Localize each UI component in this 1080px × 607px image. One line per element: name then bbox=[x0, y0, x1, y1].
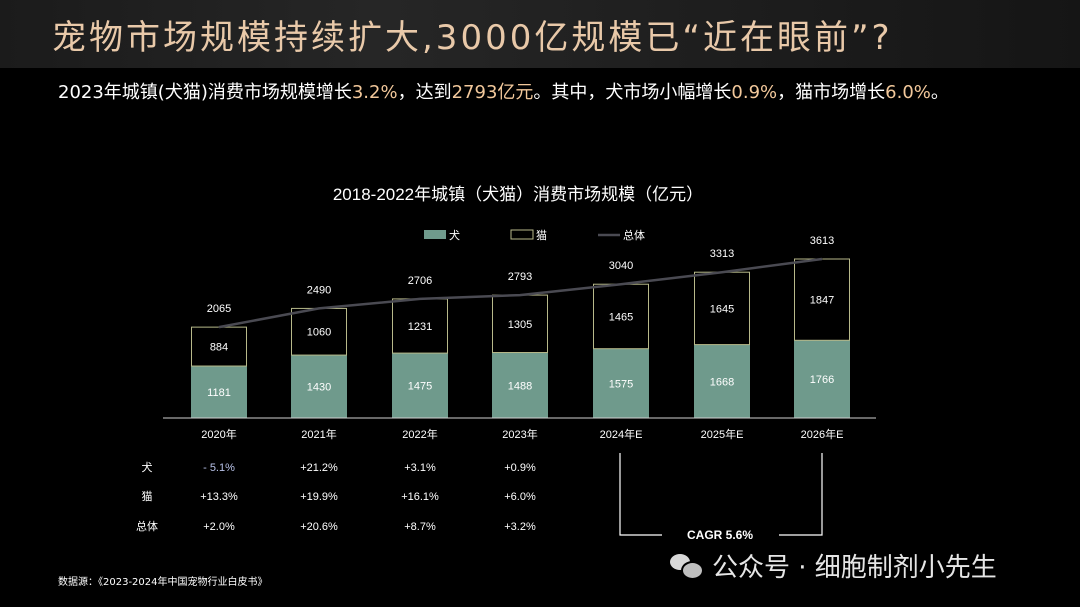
data-label-cat: 884 bbox=[210, 342, 228, 354]
growth-cell: +21.2% bbox=[300, 462, 338, 474]
chart-title: 2018-2022年城镇（犬猫）消费市场规模（亿元） bbox=[333, 185, 703, 204]
cagr-label: CAGR 5.6% bbox=[687, 528, 753, 542]
bar-dog bbox=[191, 366, 247, 418]
data-label-cat: 1305 bbox=[508, 319, 532, 331]
cagr-bracket: CAGR 5.6% bbox=[619, 453, 823, 542]
total-point bbox=[419, 298, 421, 300]
growth-cell: - 5.1% bbox=[203, 462, 235, 474]
legend-label-dog: 犬 bbox=[449, 228, 460, 242]
data-label-total: 2490 bbox=[307, 284, 331, 296]
data-label-dog: 1475 bbox=[408, 381, 432, 393]
total-line-series: 2065 2490 2706 2793 3040 3313 3613 bbox=[207, 235, 834, 329]
growth-cell: +16.1% bbox=[401, 491, 439, 503]
data-label-total: 2706 bbox=[408, 275, 432, 287]
title-bar: 宠物市场规模持续扩大,3000亿规模已“近在眼前”? bbox=[0, 0, 1080, 68]
chart-legend: 犬 猫 总体 bbox=[424, 228, 645, 242]
growth-cell: +2.0% bbox=[203, 521, 235, 533]
data-label-total: 2793 bbox=[508, 271, 532, 283]
summary-market-size: 2793亿元 bbox=[451, 82, 534, 103]
watermark-text: 公众号 · 细胞制剂小先生 bbox=[712, 552, 997, 583]
bar-dog bbox=[492, 352, 548, 418]
summary-part-2: ，达到 bbox=[397, 82, 452, 103]
summary-total-growth: 3.2% bbox=[351, 82, 398, 103]
growth-row-label: 猫 bbox=[142, 490, 153, 503]
x-tick-labels: 2020年 2021年 2022年 2023年 2024年E 2025年E 2026年E bbox=[201, 427, 843, 441]
data-label-cat: 1847 bbox=[810, 295, 834, 307]
growth-cell: +13.3% bbox=[200, 491, 238, 503]
bar-series: 1181 884 1430 1060 1475 1231 1488 1305 1575 1465 1… bbox=[191, 258, 850, 418]
growth-cell: +6.0% bbox=[504, 491, 536, 503]
legend-label-total: 总体 bbox=[623, 228, 645, 242]
data-label-total: 3613 bbox=[810, 235, 834, 247]
bar-cat bbox=[492, 294, 548, 354]
source-note: 数据源：《2023-2024年中国宠物行业白皮书》 bbox=[58, 577, 268, 588]
growth-table: 犬 - 5.1% +21.2% +3.1% +0.9% 猫 +13.3% +19.9% +16.… bbox=[136, 460, 536, 533]
data-label-cat: 1231 bbox=[408, 321, 432, 333]
data-label-dog: 1668 bbox=[710, 376, 734, 388]
data-label-cat: 1060 bbox=[307, 327, 331, 339]
data-label-cat: 1465 bbox=[609, 311, 633, 323]
growth-cell: +8.7% bbox=[404, 521, 436, 533]
x-tick-label: 2023年 bbox=[502, 427, 537, 441]
wechat-icon bbox=[670, 552, 704, 580]
total-point bbox=[721, 271, 723, 273]
total-point bbox=[218, 326, 220, 328]
growth-cell: +3.2% bbox=[504, 521, 536, 533]
growth-row-label: 总体 bbox=[136, 519, 158, 533]
bar-dog bbox=[794, 340, 850, 418]
bar-cat bbox=[392, 298, 448, 354]
summary-part-4: ，猫市场增长 bbox=[777, 82, 886, 103]
x-tick-label: 2025年E bbox=[701, 427, 744, 441]
cagr-bracket-left bbox=[619, 453, 662, 536]
watermark: 公众号 · 细胞制剂小先生 bbox=[670, 548, 997, 583]
x-tick-label: 2022年 bbox=[402, 427, 437, 441]
cagr-bracket-right bbox=[779, 453, 823, 536]
bar-dog bbox=[593, 348, 649, 418]
growth-cell: +20.6% bbox=[300, 521, 338, 533]
data-label-dog: 1488 bbox=[508, 380, 532, 392]
page-title: 宠物市场规模持续扩大,3000亿规模已“近在眼前”? bbox=[52, 18, 893, 58]
data-label-dog: 1766 bbox=[810, 374, 834, 386]
legend-swatch-cat bbox=[510, 229, 534, 240]
total-point bbox=[318, 307, 320, 309]
data-label-dog: 1430 bbox=[307, 382, 331, 394]
bar-cat bbox=[794, 258, 850, 341]
data-label-cat: 1645 bbox=[710, 303, 734, 315]
growth-row-label: 犬 bbox=[142, 460, 153, 474]
bar-dog bbox=[291, 355, 347, 418]
total-point bbox=[821, 258, 823, 260]
data-label-dog: 1181 bbox=[207, 387, 231, 399]
summary-line: 2023年城镇(犬猫)消费市场规模增长3.2%，达到2793亿元。其中，犬市场小… bbox=[58, 78, 949, 104]
x-tick-label: 2024年E bbox=[600, 427, 643, 441]
growth-cell: +19.9% bbox=[300, 491, 338, 503]
x-tick-label: 2026年E bbox=[801, 427, 844, 441]
data-label-total: 2065 bbox=[207, 303, 231, 315]
data-label-total: 3313 bbox=[710, 248, 734, 260]
summary-part-5: 。 bbox=[930, 82, 949, 103]
bar-dog bbox=[694, 344, 750, 418]
growth-cell: +3.1% bbox=[404, 462, 436, 474]
data-label-dog: 1575 bbox=[609, 378, 633, 390]
bar-cat bbox=[291, 307, 347, 356]
bar-cat bbox=[694, 271, 750, 346]
data-label-total: 3040 bbox=[609, 260, 633, 272]
x-tick-label: 2021年 bbox=[301, 427, 336, 441]
bar-cat bbox=[593, 283, 649, 350]
bar-dog bbox=[392, 353, 448, 418]
x-tick-label: 2020年 bbox=[201, 427, 236, 441]
growth-cell: +0.9% bbox=[504, 462, 536, 474]
total-point bbox=[519, 294, 521, 296]
summary-part-3: 。其中，犬市场小幅增长 bbox=[533, 82, 732, 103]
summary-part-1: 2023年城镇(犬猫)消费市场规模增长 bbox=[58, 82, 352, 103]
total-point bbox=[620, 283, 622, 285]
summary-dog-growth: 0.9% bbox=[731, 82, 778, 103]
summary-cat-growth: 6.0% bbox=[885, 82, 931, 103]
legend-swatch-dog bbox=[424, 230, 446, 239]
legend-label-cat: 猫 bbox=[536, 229, 547, 242]
